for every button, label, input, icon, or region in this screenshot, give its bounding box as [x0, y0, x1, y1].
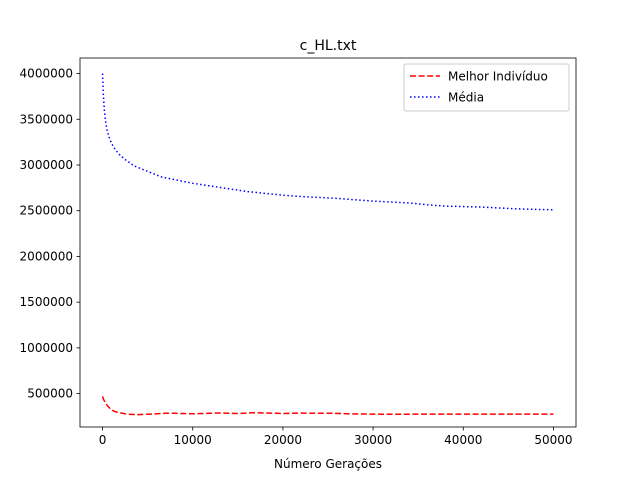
x-tick-label: 0: [99, 433, 107, 447]
x-axis-label: Número Gerações: [274, 457, 382, 471]
chart-title: c_HL.txt: [300, 38, 357, 54]
y-axis: 500000 1000000 1500000 2000000 2500000 300000…: [20, 67, 80, 401]
y-tick-label: 1500000: [20, 295, 73, 309]
y-tick-label: 3000000: [20, 158, 73, 172]
series-line-melhor-individuo: [101, 396, 554, 416]
legend: Melhor Indivíduo Média: [403, 63, 570, 112]
x-tick-label: 50000: [534, 433, 572, 447]
series-layer: [101, 73, 554, 416]
y-tick-label: 500000: [27, 387, 73, 401]
legend-label-melhor-individuo: Melhor Indivíduo: [448, 70, 548, 84]
y-tick-label: 2000000: [20, 249, 73, 263]
x-tick-label: 40000: [444, 433, 482, 447]
y-tick-label: 4000000: [20, 67, 73, 81]
plot-area: [79, 57, 577, 428]
x-tick-label: 20000: [264, 433, 302, 447]
y-tick-label: 2500000: [20, 204, 73, 218]
x-tick-label: 10000: [174, 433, 212, 447]
legend-label-media: Média: [448, 91, 484, 105]
y-tick-label: 1000000: [20, 341, 73, 355]
legend-box: [403, 63, 570, 112]
x-axis: 0 10000 20000 30000 40000 50000: [99, 427, 573, 447]
x-tick-label: 30000: [354, 433, 392, 447]
series-line-media: [101, 73, 554, 211]
y-tick-label: 3500000: [20, 112, 73, 126]
